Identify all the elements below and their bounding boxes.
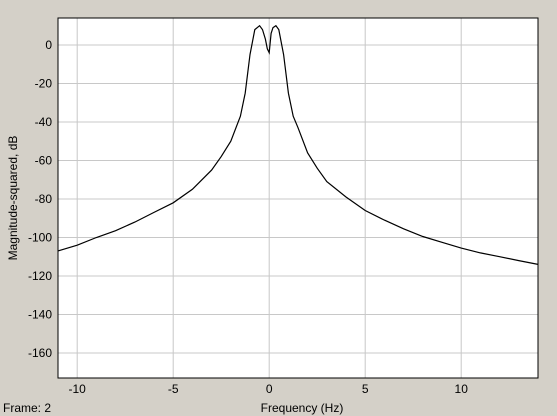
tick-labels: -10 -5 0 5 10 0 -20 -40 -60 -80 -100 -120 -140 -160 (28, 38, 468, 396)
magnitude-line (57, 24, 539, 265)
y-tick-label: -160 (28, 346, 52, 360)
y-tick-label: -80 (35, 192, 53, 206)
x-tick-label: 5 (362, 382, 369, 396)
x-tick-label: -5 (168, 382, 179, 396)
grid-lines (58, 18, 538, 378)
y-tick-label: -140 (28, 307, 52, 321)
x-tick-label: 0 (266, 382, 273, 396)
frame-label: Frame: 2 (3, 401, 51, 415)
x-tick-label: -10 (69, 382, 87, 396)
y-tick-label: -120 (28, 269, 52, 283)
y-tick-label: -60 (35, 153, 53, 167)
y-tick-label: -100 (28, 230, 52, 244)
y-tick-label: -20 (35, 76, 53, 90)
plot-border (57, 17, 539, 379)
y-axis-title: Magnitude-squared, dB (6, 136, 20, 261)
y-tick-label: 0 (45, 38, 52, 52)
x-axis-title: Frequency (Hz) (261, 401, 344, 415)
plot-area[interactable] (57, 17, 539, 379)
x-tick-label: 10 (455, 382, 469, 396)
y-tick-label: -40 (35, 115, 53, 129)
